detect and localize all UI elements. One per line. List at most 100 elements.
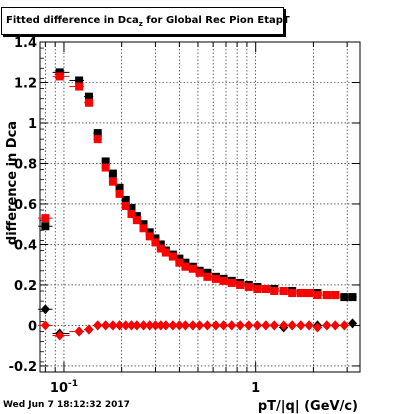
data-point-square	[348, 293, 357, 302]
data-point-diamond	[312, 322, 322, 333]
data-point-diamond	[304, 320, 314, 331]
data-point-square	[139, 220, 148, 229]
y-tick-label: 0.2	[14, 279, 37, 294]
data-point-diamond	[156, 320, 166, 331]
data-point-diamond	[161, 320, 171, 331]
data-point-square	[288, 289, 297, 298]
data-point-square	[121, 195, 130, 204]
chart-title-box: Fitted difference in Dcaz for Global Rec…	[1, 7, 290, 35]
data-point-square	[115, 183, 124, 192]
data-point-square	[84, 98, 93, 107]
data-point-diamond	[93, 320, 103, 331]
data-point-square	[127, 210, 136, 219]
data-point-square	[296, 289, 305, 298]
data-point-square	[168, 252, 177, 261]
data-point-square	[181, 262, 190, 271]
data-point-diamond	[330, 320, 340, 331]
axes: -0.2 0 0.2 0.4 0.6 0.8 1 1.2 1.4 10-1 1	[9, 36, 360, 396]
data-marks	[38, 68, 358, 341]
y-tick-label: 0	[28, 319, 37, 334]
data-point-square	[132, 212, 141, 221]
data-point-square	[331, 291, 340, 300]
data-point-square	[41, 214, 50, 223]
data-point-diamond	[348, 318, 358, 329]
data-point-square	[55, 68, 64, 77]
x-tick-label: 10-1	[50, 379, 78, 396]
data-point-square	[175, 254, 184, 263]
x-tick-label: 1	[251, 381, 260, 396]
y-tick-label: 1.2	[14, 76, 37, 91]
data-point-square	[127, 204, 136, 213]
data-point-square	[227, 278, 236, 287]
title-subscript: z	[138, 20, 143, 28]
data-point-diamond	[145, 320, 155, 331]
data-point-square	[188, 264, 197, 273]
y-tick-label: 0.6	[14, 198, 37, 213]
data-point-square	[75, 76, 84, 85]
data-point-diamond	[261, 320, 271, 331]
data-point-square	[139, 224, 148, 233]
data-point-square	[132, 216, 141, 225]
y-tick-label: 0.4	[14, 238, 37, 253]
data-point-diamond	[101, 320, 111, 331]
data-point-diamond	[296, 320, 306, 331]
data-point-square	[253, 284, 262, 293]
data-point-square	[203, 268, 212, 277]
data-point-square	[108, 177, 117, 186]
data-point-square	[93, 129, 102, 138]
data-point-diamond	[174, 320, 184, 331]
data-point-diamond	[235, 320, 245, 331]
data-point-diamond	[180, 320, 190, 331]
data-point-square	[261, 284, 270, 293]
title-suffix: for Global Rec Pion EtapT	[142, 15, 290, 26]
data-point-square	[322, 291, 331, 300]
data-point-diamond	[132, 320, 142, 331]
data-point-square	[108, 169, 117, 178]
y-tick-label: 0.8	[14, 157, 37, 172]
data-point-square	[84, 92, 93, 101]
timestamp-footer: Wed Jun 7 18:12:32 2017	[3, 400, 130, 410]
data-point-square	[145, 228, 154, 237]
chart-title: Fitted difference in Dcaz for Global Rec…	[6, 15, 290, 28]
data-point-diamond	[195, 320, 205, 331]
data-point-diamond	[279, 320, 289, 331]
y-tick-label: 1	[28, 117, 37, 132]
data-point-square	[203, 272, 212, 281]
data-point-diamond	[339, 320, 349, 331]
x-axis-label: pT/|q| (GeV/c)	[258, 399, 358, 414]
series-4	[38, 320, 349, 341]
data-point-square	[340, 293, 349, 302]
data-point-diamond	[219, 320, 229, 331]
data-point-square	[151, 238, 160, 247]
data-point-diamond	[40, 304, 50, 315]
data-point-diamond	[108, 320, 118, 331]
data-point-diamond	[227, 320, 237, 331]
data-point-diamond	[126, 320, 136, 331]
data-point-square	[75, 82, 84, 91]
data-point-square	[211, 274, 220, 283]
data-point-square	[101, 163, 110, 172]
data-point-diamond	[84, 324, 94, 335]
data-point-square	[244, 282, 253, 291]
data-point-square	[181, 258, 190, 267]
data-point-diamond	[150, 320, 160, 331]
data-point-diamond	[252, 320, 262, 331]
data-point-square	[101, 157, 110, 166]
data-point-square	[115, 189, 124, 198]
data-point-diamond	[121, 320, 131, 331]
data-point-square	[219, 276, 228, 285]
y-axis-label: difference in Dca	[5, 121, 20, 245]
data-point-diamond	[211, 320, 221, 331]
data-point-diamond	[322, 320, 332, 331]
title-main: Fitted difference in Dca	[6, 15, 139, 26]
data-point-diamond	[55, 330, 65, 341]
data-point-diamond	[188, 320, 198, 331]
data-point-diamond	[244, 320, 254, 331]
data-point-square	[270, 287, 279, 296]
data-point-square	[93, 135, 102, 144]
data-point-square	[161, 248, 170, 257]
series-2	[38, 72, 340, 300]
data-point-square	[156, 240, 165, 249]
y-tick-label: 1.4	[14, 36, 37, 51]
